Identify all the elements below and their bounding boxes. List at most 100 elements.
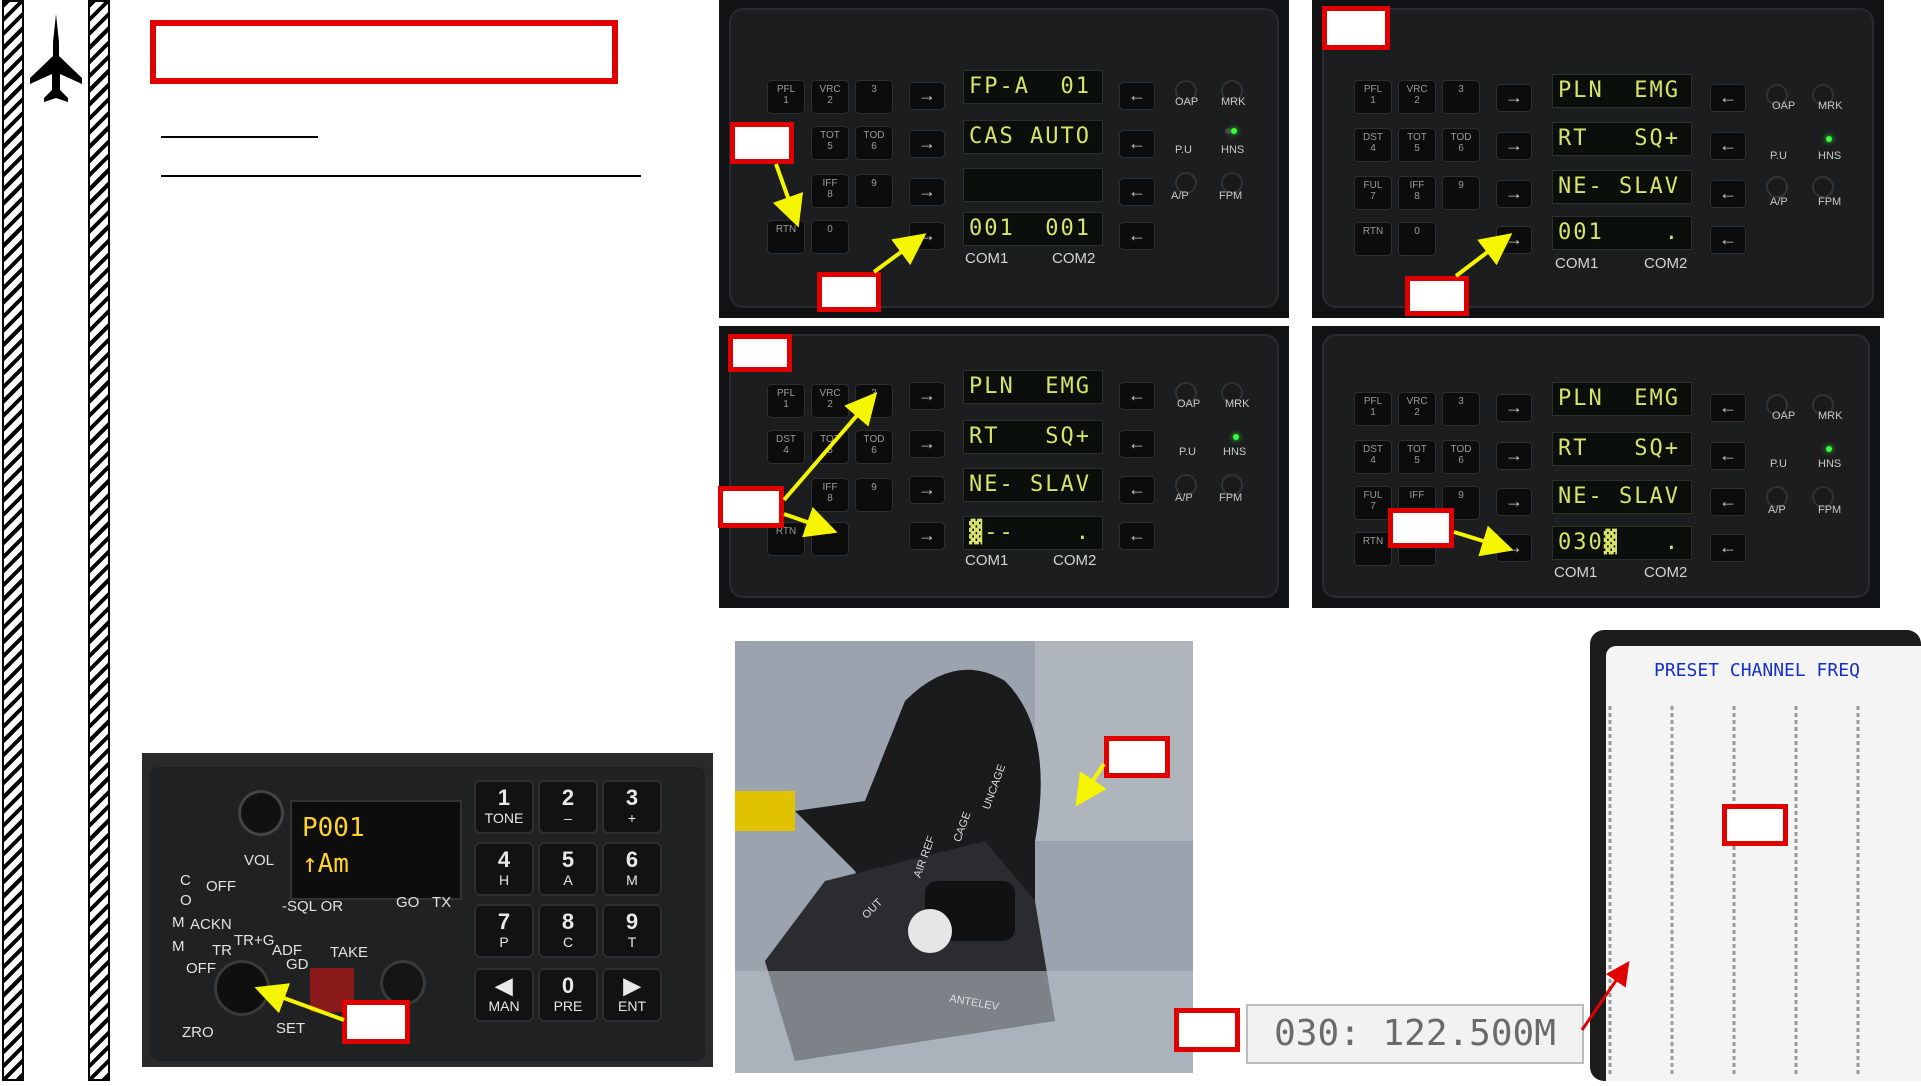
key-3[interactable]: 3 [1442,80,1480,114]
lcd-row3-right-arrow[interactable]: ← [1119,476,1155,504]
key-ful[interactable]: FUL 7 [1354,486,1392,520]
lcd-row1-left-arrow[interactable]: → [1496,394,1532,422]
keypad-man[interactable]: ◀ MAN [474,968,534,1022]
key-pfl[interactable]: PFL 1 [1354,392,1392,426]
key-pfl[interactable]: PFL 1 [767,80,805,114]
lcd-row2-left-arrow[interactable]: → [1496,132,1532,160]
key-vrc[interactable]: VRC 2 [811,80,849,114]
key-3[interactable]: 3 [1442,392,1480,426]
ap-button[interactable] [1175,474,1197,496]
lcd-row4-right-arrow[interactable]: ← [1119,222,1155,250]
key-dst[interactable]: DST 4 [1354,440,1392,474]
key-3[interactable]: 3 [855,384,893,418]
oap-button[interactable] [1766,394,1788,416]
key-iff[interactable]: IFF 8 [811,174,849,208]
lcd-row3-right-arrow[interactable]: ← [1710,488,1746,516]
key-iff[interactable]: IFF 8 [1398,176,1436,210]
lcd-row3-right-arrow[interactable]: ← [1119,178,1155,206]
keypad-2[interactable]: 2– [538,780,598,834]
oap-button[interactable] [1766,84,1788,106]
volume-knob[interactable] [238,790,284,836]
fpm-button[interactable] [1812,486,1834,508]
ap-button[interactable] [1175,172,1197,194]
lcd-row4-right-arrow[interactable]: ← [1119,522,1155,550]
key-0[interactable]: 0 [1398,222,1436,256]
key-iff[interactable]: IFF 8 [811,478,849,512]
fpm-button[interactable] [1812,176,1834,198]
key-9[interactable]: 9 [1442,176,1480,210]
lcd-row1-left-arrow[interactable]: → [909,82,945,110]
keypad-ent[interactable]: ▶ ENT [602,968,662,1022]
key-vrc[interactable]: VRC 2 [1398,392,1436,426]
fpm-button[interactable] [1221,474,1243,496]
lcd-row2-left-arrow[interactable]: → [1496,442,1532,470]
key-tot[interactable]: TOT 5 [1398,128,1436,162]
key-rtn[interactable]: RTN [767,220,805,254]
lcd-row1-left-arrow[interactable]: → [1496,84,1532,112]
lcd-row3-right-arrow[interactable]: ← [1710,180,1746,208]
lcd-row1-right-arrow[interactable]: ← [1119,82,1155,110]
keypad-1[interactable]: 1 TONE [474,780,534,834]
ap-button[interactable] [1766,176,1788,198]
key-tod[interactable]: TOD 6 [855,430,893,464]
lcd-row1-right-arrow[interactable]: ← [1710,84,1746,112]
lcd-row4-left-arrow[interactable]: → [909,522,945,550]
lcd-row3-left-arrow[interactable]: → [909,178,945,206]
lcd-row2-right-arrow[interactable]: ← [1710,442,1746,470]
key-tot[interactable]: TOT 5 [811,430,849,464]
key-pfl[interactable]: PFL 1 [767,384,805,418]
mrk-button[interactable] [1812,394,1834,416]
lcd-row2-left-arrow[interactable]: → [909,430,945,458]
lcd-row2-left-arrow[interactable]: → [909,130,945,158]
keypad-3[interactable]: 3 + [602,780,662,834]
lcd-row2-right-arrow[interactable]: ← [1710,132,1746,160]
lcd-row1-right-arrow[interactable]: ← [1119,382,1155,410]
key-3[interactable]: 3 [855,80,893,114]
key-9[interactable]: 9 [855,478,893,512]
key-tod[interactable]: TOD 6 [1442,440,1480,474]
lcd-row4-right-arrow[interactable]: ← [1710,534,1746,562]
oap-button[interactable] [1175,80,1197,102]
lcd-row3-left-arrow[interactable]: → [1496,180,1532,208]
key-pfl[interactable]: PFL 1 [1354,80,1392,114]
ap-button[interactable] [1766,486,1788,508]
lcd-row3-left-arrow[interactable]: → [1496,488,1532,516]
mrk-button[interactable] [1221,382,1243,404]
lcd-row4-right-arrow[interactable]: ← [1710,226,1746,254]
key-tod[interactable]: TOD 6 [1442,128,1480,162]
key-9[interactable]: 9 [855,174,893,208]
key-0[interactable]: 0 [811,522,849,556]
oap-button[interactable] [1175,382,1197,404]
squelch-knob[interactable] [380,960,426,1006]
fpm-button[interactable] [1221,172,1243,194]
key-rtn[interactable]: RTN [1354,532,1392,566]
lcd-row2-right-arrow[interactable]: ← [1119,430,1155,458]
key-vrc[interactable]: VRC 2 [811,384,849,418]
mode-selector-knob[interactable] [214,960,270,1016]
key-0[interactable]: 0 [811,220,849,254]
lcd-row3-left-arrow[interactable]: → [909,476,945,504]
lcd-row4-left-arrow[interactable]: → [1496,534,1532,562]
mrk-button[interactable] [1812,84,1834,106]
lcd-row1-right-arrow[interactable]: ← [1710,394,1746,422]
key-dst[interactable]: DST 4 [1354,128,1392,162]
lcd-row2-right-arrow[interactable]: ← [1119,130,1155,158]
keypad-0-pre[interactable]: 0 PRE [538,968,598,1022]
key-rtn[interactable]: RTN [1354,222,1392,256]
key-tot[interactable]: TOT 5 [1398,440,1436,474]
key-ful[interactable]: FUL 7 [1354,176,1392,210]
key-tot[interactable]: TOT 5 [811,126,849,160]
key-tod[interactable]: TOD 6 [855,126,893,160]
lcd-row1-left-arrow[interactable]: → [909,382,945,410]
key-vrc[interactable]: VRC 2 [1398,80,1436,114]
key-dst[interactable]: DST 4 [767,430,805,464]
mrk-button[interactable] [1221,80,1243,102]
lcd-row4-left-arrow[interactable]: → [1496,226,1532,254]
lcd-row4-left-arrow[interactable]: → [909,222,945,250]
